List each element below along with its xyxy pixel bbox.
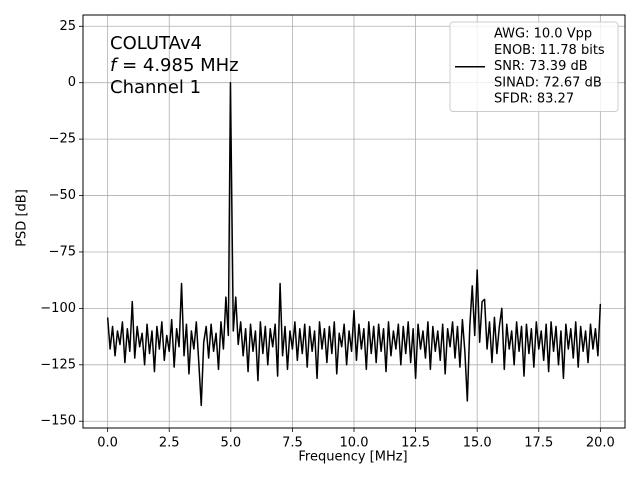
y-tick-label: −150 [40,414,76,429]
legend-label: SINAD: 72.67 dB [494,75,602,90]
x-tick-label: 5.0 [220,436,241,451]
x-tick-label: 15.0 [463,436,492,451]
annotation-part: f [110,55,119,76]
x-axis-label: Frequency [MHz] [298,450,407,465]
x-tick-label: 12.5 [401,436,430,451]
x-tick-label: 10.0 [340,436,369,451]
x-tick-label: 7.5 [282,436,303,451]
y-tick-label: −50 [49,188,76,203]
y-tick-label: 0 [68,75,76,90]
x-tick-label: 17.5 [524,436,553,451]
x-tick-label: 20.0 [586,436,615,451]
psd-line [106,81,602,407]
y-tick-label: −100 [40,301,76,316]
annotation: Channel 1 [110,77,201,98]
x-tick-label: 0.0 [97,436,118,451]
legend-label: SFDR: 83.27 [494,92,574,107]
plot-frame [82,14,626,429]
legend-box [449,21,619,112]
y-tick-label: −125 [40,357,76,372]
legend-label: AWG: 10.0 Vpp [494,27,592,42]
y-tick-label: 25 [59,19,76,34]
y-axis-label: PSD [dB] [15,189,30,247]
annotation: f = 4.985 MHz [110,55,239,76]
y-tick-label: −75 [49,244,76,259]
annotation: COLUTAv4 [110,33,202,54]
legend-label: ENOB: 11.78 bits [494,43,605,58]
y-tick-label: −25 [49,132,76,147]
legend-label: SNR: 73.39 dB [494,59,588,74]
x-tick-label: 2.5 [159,436,180,451]
annotation-part: = 4.985 MHz [116,55,238,76]
